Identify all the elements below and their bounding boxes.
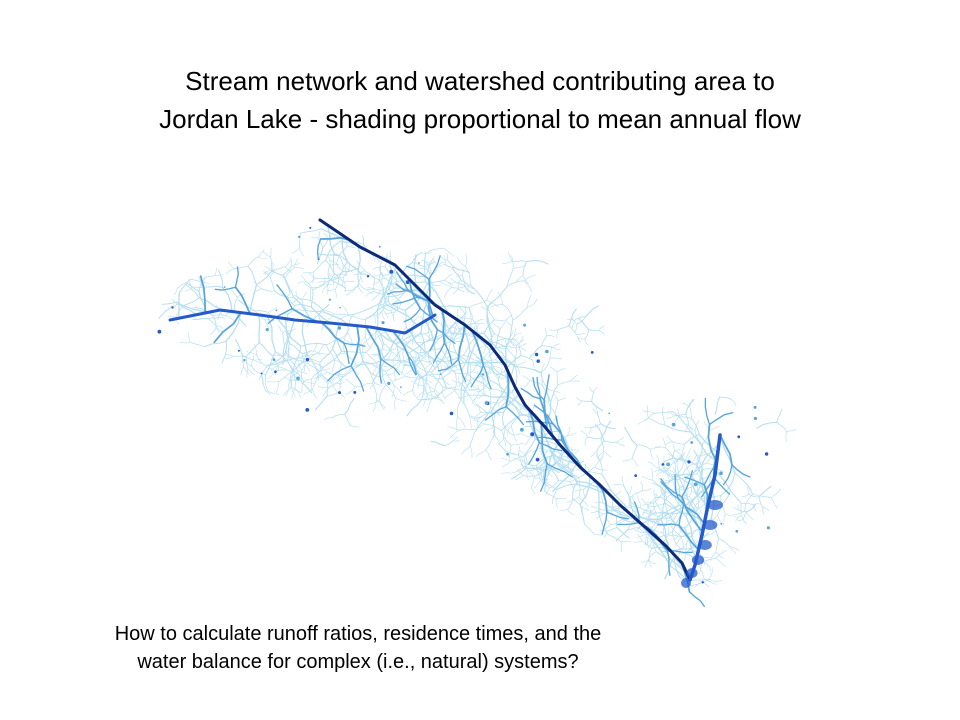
- main-stem-river: [318, 218, 692, 582]
- stream-network-map: [157, 218, 797, 608]
- title-line-2: Jordan Lake - shading proportional to me…: [159, 104, 801, 134]
- question-line-2: water balance for complex (i.e., natural…: [137, 651, 579, 673]
- west-branch-river: [168, 308, 437, 335]
- east-branch-river: [688, 433, 722, 582]
- jordan-lake: [681, 500, 723, 588]
- tributary-streams: [157, 224, 797, 588]
- discussion-question: How to calculate runoff ratios, residenc…: [18, 620, 698, 676]
- title-line-1: Stream network and watershed contributin…: [185, 66, 775, 96]
- slide-title: Stream network and watershed contributin…: [40, 62, 920, 138]
- secondary-streams: [199, 236, 751, 608]
- question-line-1: How to calculate runoff ratios, residenc…: [114, 623, 602, 645]
